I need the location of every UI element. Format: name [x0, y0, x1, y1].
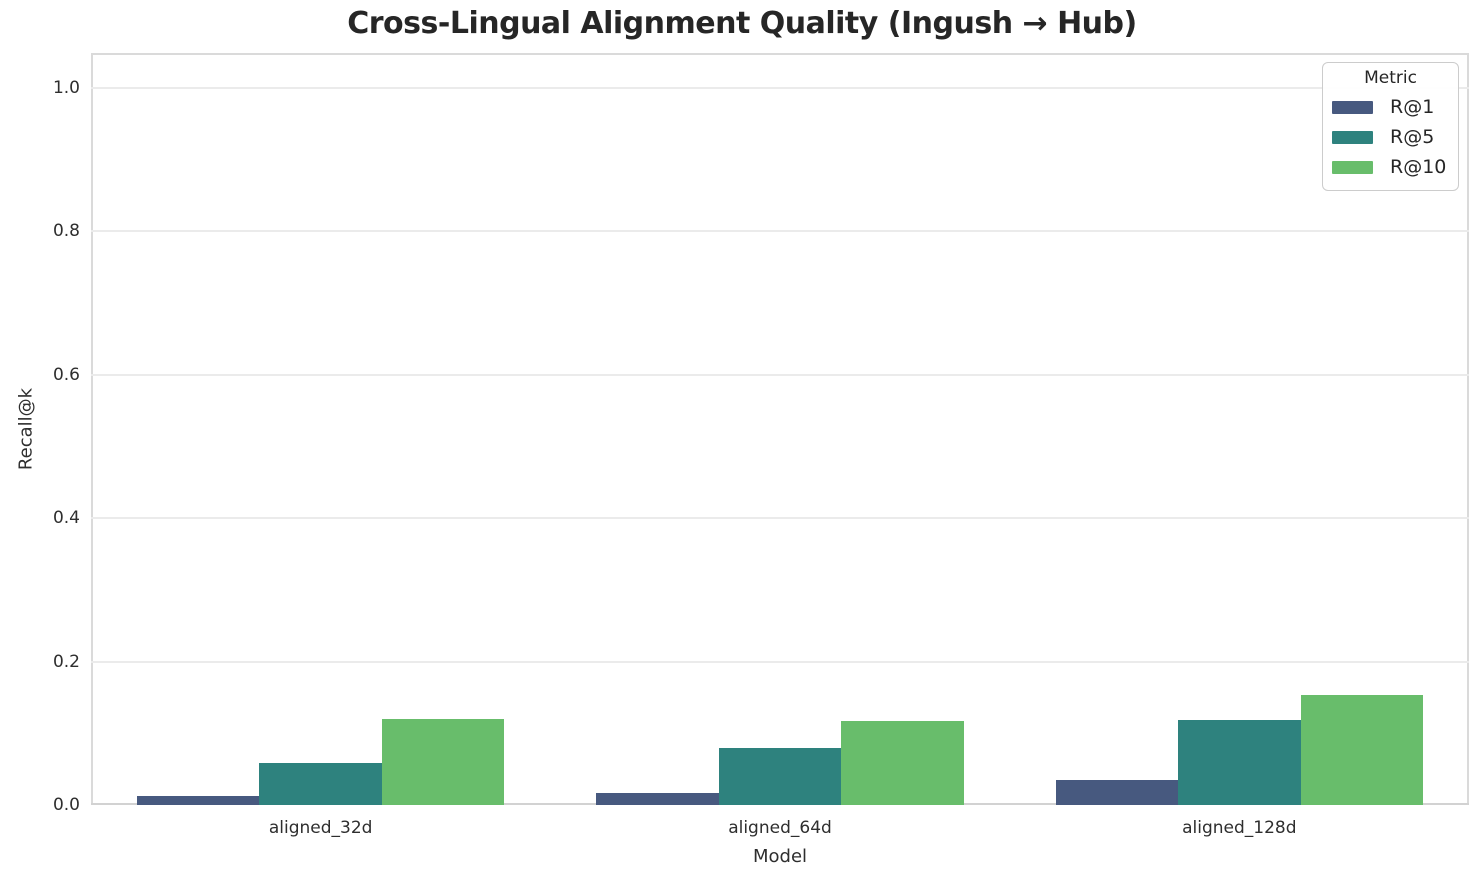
x-axis-label: Model	[752, 846, 808, 867]
gridline	[91, 517, 1469, 520]
bar-aligned_32d-R@1	[136, 796, 260, 805]
bar-aligned_128d-R@10	[1300, 695, 1424, 805]
right-spine	[1467, 53, 1469, 805]
legend-entries: R@1 R@5 R@10	[1323, 92, 1458, 182]
legend-label: R@10	[1390, 156, 1447, 178]
x-tick-label: aligned_32d	[268, 818, 373, 838]
gridline	[91, 230, 1469, 233]
legend-label: R@5	[1390, 126, 1435, 148]
left-spine	[91, 53, 93, 805]
x-tick-label: aligned_64d	[728, 818, 832, 838]
gridline	[91, 373, 1469, 376]
bar-aligned_64d-R@5	[718, 747, 842, 805]
x-tick-label: aligned_128d	[1182, 818, 1297, 838]
gridline	[91, 660, 1469, 663]
bar-aligned_32d-R@5	[259, 762, 382, 805]
y-tick-label: 1.0	[52, 78, 80, 98]
bar-aligned_64d-R@10	[841, 721, 964, 805]
y-tick-label: 0.0	[52, 795, 80, 815]
legend-swatch-icon	[1332, 100, 1373, 114]
legend-entry: R@1	[1323, 92, 1458, 122]
y-tick-label: 0.8	[52, 221, 80, 242]
bar-aligned_64d-R@1	[596, 792, 719, 805]
legend: Metric R@1 R@5 R@10	[1322, 62, 1459, 191]
legend-swatch-icon	[1332, 160, 1373, 174]
y-tick-label: 0.6	[52, 364, 80, 385]
legend-title: Metric	[1364, 68, 1417, 88]
y-axis-label: Recall@k	[15, 387, 37, 471]
legend-entry: R@10	[1323, 152, 1458, 182]
bar-aligned_32d-R@10	[381, 718, 505, 805]
plot-area	[91, 53, 1469, 805]
chart-title: Cross-Lingual Alignment Quality (Ingush …	[347, 6, 1137, 41]
y-tick-label: 0.4	[52, 508, 80, 529]
gridline	[91, 87, 1469, 89]
legend-entry: R@5	[1323, 122, 1458, 152]
top-spine	[91, 53, 1469, 55]
bar-aligned_128d-R@1	[1055, 779, 1179, 805]
legend-label: R@1	[1390, 96, 1435, 118]
bar-aligned_128d-R@5	[1178, 720, 1301, 805]
legend-swatch-icon	[1332, 130, 1373, 144]
y-tick-label: 0.2	[52, 651, 80, 672]
